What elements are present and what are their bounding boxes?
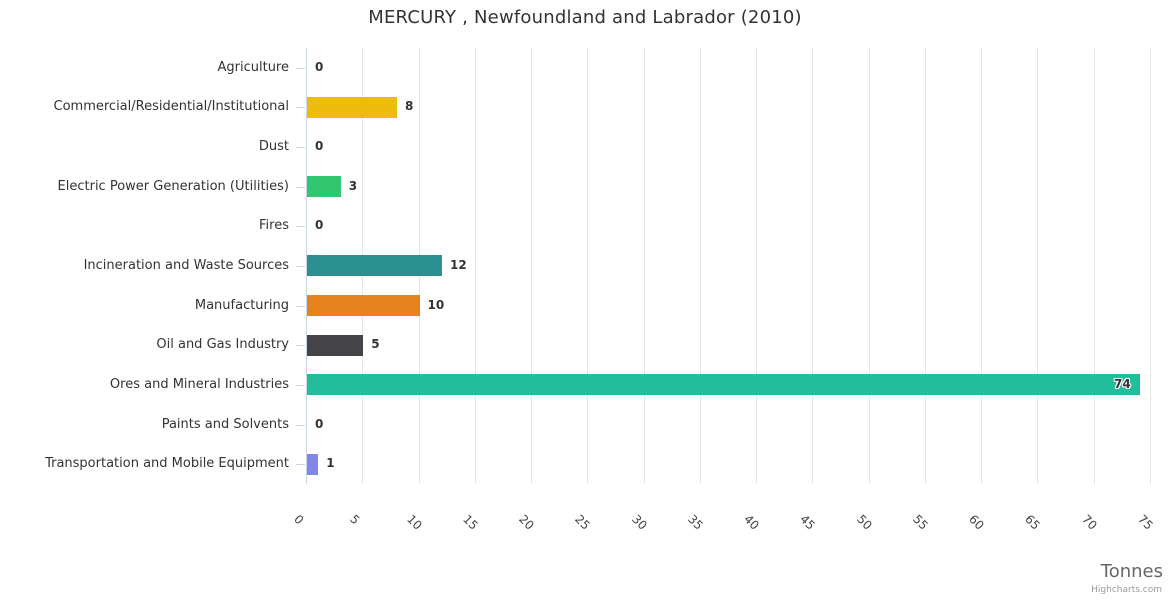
category-row: Manufacturing 10 [0, 286, 1170, 326]
category-tick [296, 265, 305, 267]
value-label: 10 [427, 297, 445, 312]
gridline [1150, 48, 1151, 484]
category-tick [296, 345, 305, 347]
gridline [474, 48, 476, 484]
category-row: Dust 0 [0, 127, 1170, 167]
gridline [699, 48, 701, 484]
category-label: Ores and Mineral Industries [109, 376, 289, 392]
category-tick [296, 384, 305, 386]
category-tick [296, 147, 305, 149]
x-axis-tick-label: 15 [459, 512, 481, 533]
value-label: 0 [315, 59, 324, 74]
x-axis-tick-label: 50 [853, 512, 875, 533]
category-label: Manufacturing [194, 297, 289, 313]
x-axis-tick-label: 30 [628, 512, 650, 533]
category-row: Oil and Gas Industry 5 [0, 325, 1170, 365]
category-label: Commercial/Residential/Institutional [53, 99, 290, 115]
category-row: Fires 0 [0, 207, 1170, 247]
category-label: Incineration and Waste Sources [83, 257, 289, 273]
x-axis-tick-label: 60 [966, 512, 987, 533]
value-label: 74 [1114, 376, 1131, 391]
bar[interactable] [307, 96, 398, 118]
x-axis-tick-label: 70 [1078, 512, 1100, 533]
gridline [924, 48, 926, 484]
chart-title: MERCURY , Newfoundland and Labrador (201… [368, 7, 802, 28]
value-label: 1 [326, 456, 335, 471]
gridline [643, 48, 645, 484]
category-tick [296, 186, 305, 188]
category-row: Incineration and Waste Sources 12 [0, 246, 1170, 286]
x-axis-tick-label: 75 [1135, 512, 1156, 533]
gridline [812, 48, 814, 484]
gridline [531, 48, 533, 484]
x-axis-tick-label: 45 [797, 512, 819, 533]
category-row: Electric Power Generation (Utilities) 3 [0, 167, 1170, 207]
category-row: Agriculture 0 [0, 48, 1170, 88]
value-label: 5 [371, 337, 380, 352]
category-label: Agriculture [217, 59, 290, 75]
value-label: 0 [315, 416, 324, 431]
x-axis-tick-label: 10 [403, 512, 425, 533]
gridline [1037, 48, 1039, 484]
gridline [868, 48, 870, 484]
x-axis-tick-label: 0 [291, 512, 307, 528]
bar[interactable] [307, 255, 443, 277]
bar[interactable] [307, 295, 420, 317]
value-label: 12 [450, 257, 467, 272]
category-label: Electric Power Generation (Utilities) [57, 178, 289, 194]
bar[interactable] [307, 453, 319, 475]
category-label: Paints and Solvents [161, 416, 289, 432]
gridline [981, 48, 983, 484]
bar[interactable] [307, 374, 1140, 396]
x-axis-tick-label: 5 [347, 512, 363, 528]
category-tick [296, 305, 305, 307]
category-tick [296, 107, 305, 109]
x-axis-tick-label: 20 [516, 512, 537, 533]
category-row: Paints and Solvents 0 [0, 405, 1170, 445]
gridline [587, 48, 589, 484]
category-label: Transportation and Mobile Equipment [45, 456, 289, 472]
category-row: Transportation and Mobile Equipment 1 [0, 444, 1170, 484]
value-label: 0 [315, 139, 324, 154]
category-row: Ores and Mineral Industries 74 [0, 365, 1170, 405]
value-label: 0 [315, 218, 324, 233]
category-tick [296, 424, 305, 426]
category-label: Dust [258, 139, 289, 155]
x-axis-tick-label: 35 [684, 512, 706, 533]
category-tick [296, 464, 305, 466]
x-axis-title: Tonnes [1100, 561, 1163, 582]
category-label: Fires [259, 218, 289, 234]
x-axis-tick-label: 55 [910, 512, 931, 533]
bar[interactable] [307, 176, 341, 198]
gridline [756, 48, 758, 484]
gridline [1093, 48, 1095, 484]
x-axis-tick-label: 40 [741, 512, 762, 533]
category-label: Oil and Gas Industry [156, 337, 289, 353]
bar[interactable] [307, 334, 364, 356]
value-label: 3 [348, 178, 358, 193]
value-label: 8 [405, 99, 414, 114]
category-tick [296, 226, 305, 228]
x-axis-tick-label: 25 [572, 512, 594, 533]
category-axis-line [306, 48, 307, 484]
highcharts-credit-link[interactable]: Highcharts.com [1091, 585, 1162, 595]
category-tick [296, 67, 305, 69]
x-axis-tick-label: 65 [1022, 512, 1044, 533]
category-row: Commercial/Residential/Institutional 8 [0, 88, 1170, 128]
